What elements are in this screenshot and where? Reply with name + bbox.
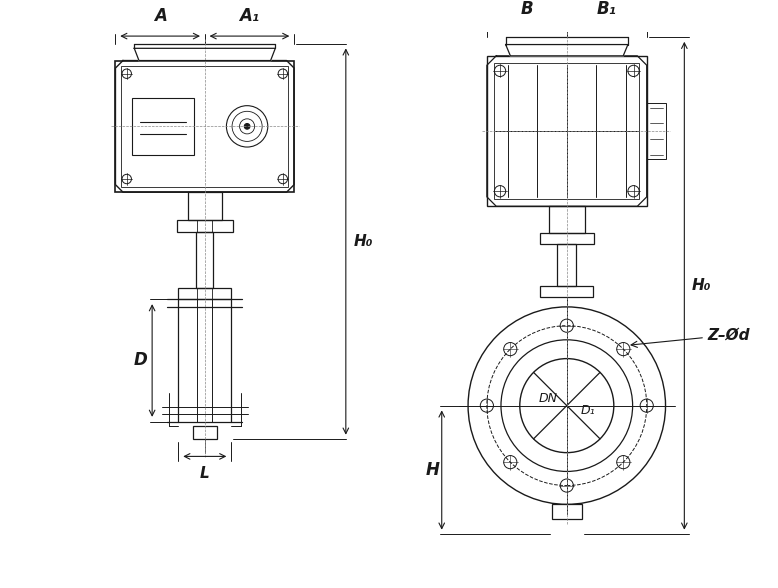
Text: A₁: A₁ xyxy=(240,7,260,25)
Bar xyxy=(494,64,640,199)
Text: Z–Ød: Z–Ød xyxy=(631,328,750,348)
Text: B: B xyxy=(520,0,533,18)
Circle shape xyxy=(244,123,250,129)
Bar xyxy=(487,56,647,206)
Bar xyxy=(196,232,213,288)
Text: L: L xyxy=(200,466,209,481)
Text: H₀: H₀ xyxy=(353,234,373,249)
Bar xyxy=(187,192,222,220)
Bar xyxy=(647,103,665,159)
Text: D: D xyxy=(134,352,148,369)
Text: D₁: D₁ xyxy=(580,404,595,417)
Bar xyxy=(193,426,217,439)
Text: H: H xyxy=(426,461,440,479)
Bar xyxy=(557,244,576,286)
Bar xyxy=(132,98,194,155)
Bar xyxy=(121,66,289,186)
Polygon shape xyxy=(506,45,628,56)
Bar xyxy=(549,206,584,233)
Bar xyxy=(539,233,594,244)
Polygon shape xyxy=(135,48,275,61)
Text: A: A xyxy=(154,7,166,25)
Bar xyxy=(177,220,233,232)
Text: H₀: H₀ xyxy=(692,278,711,293)
Bar xyxy=(541,286,593,298)
Bar xyxy=(552,505,582,519)
Bar xyxy=(178,288,231,299)
Text: DN: DN xyxy=(538,392,558,405)
Bar xyxy=(115,61,294,192)
Text: B₁: B₁ xyxy=(597,0,617,18)
